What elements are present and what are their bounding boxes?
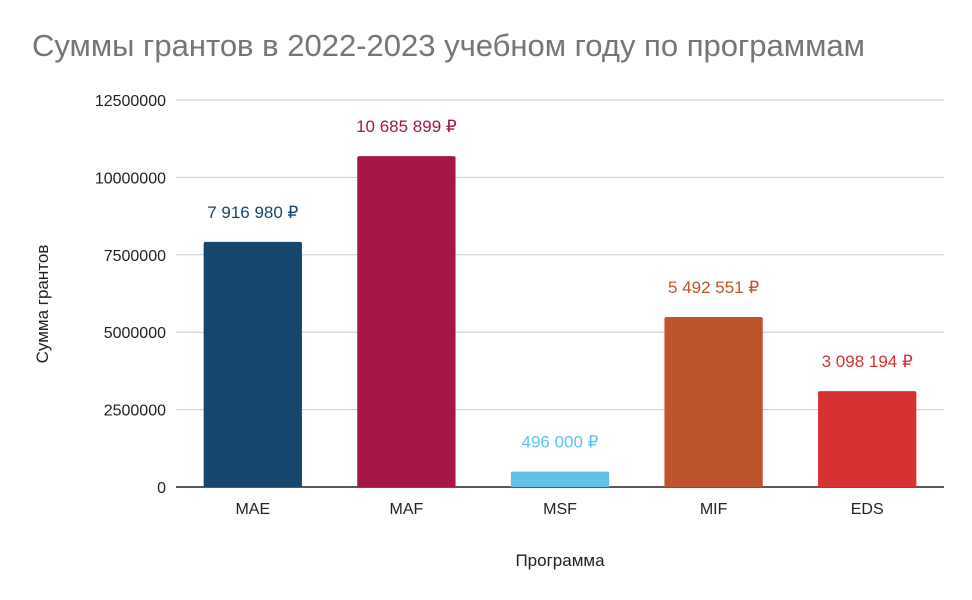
x-axis-label: Программа [515, 551, 605, 570]
data-label-eds: 3 098 194 ₽ [822, 352, 913, 371]
data-label-msf: 496 000 ₽ [522, 433, 599, 452]
x-tick-label: MAE [235, 501, 270, 518]
y-tick-label: 0 [157, 480, 166, 497]
gridlines [176, 99, 944, 488]
bars [203, 156, 917, 488]
bar-mae [203, 241, 302, 487]
y-axis-label: Сумма грантов [33, 245, 52, 364]
y-tick-label: 7500000 [104, 248, 166, 265]
y-tick-label: 10000000 [95, 170, 166, 187]
data-label-mae: 7 916 980 ₽ [207, 203, 298, 222]
y-tick-label: 12500000 [95, 93, 166, 110]
y-tick-label: 5000000 [104, 325, 166, 342]
y-tick-label: 2500000 [104, 403, 166, 420]
data-label-mif: 5 492 551 ₽ [668, 278, 759, 297]
data-label-maf: 10 685 899 ₽ [356, 117, 457, 136]
x-tick-label: MSF [543, 501, 577, 518]
bar-msf [510, 471, 610, 487]
x-tick-label: MAF [390, 501, 424, 518]
bar-mif [664, 316, 763, 487]
bar-maf [357, 156, 456, 488]
bar-eds [818, 391, 917, 487]
x-tick-label: EDS [851, 501, 884, 518]
chart-title: Суммы грантов в 2022-2023 учебном году п… [32, 28, 865, 63]
x-tick-label: MIF [700, 501, 728, 518]
labels: 0 2500000 5000000 7500000 10000000 12500000 7 … [95, 93, 913, 518]
